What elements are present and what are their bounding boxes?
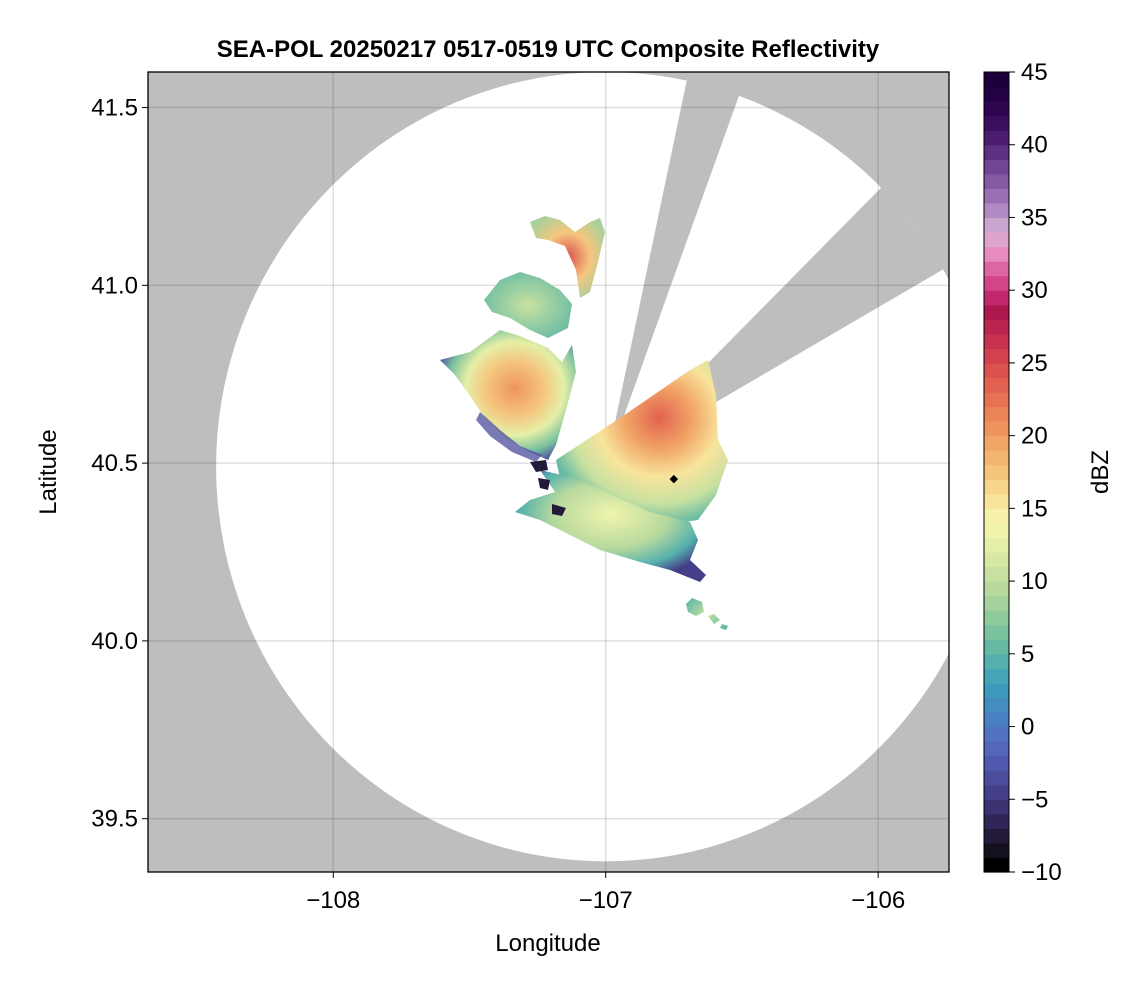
colorbar-tick-label: 10 [1021, 568, 1048, 595]
colorbar-tick-label: −10 [1021, 859, 1062, 886]
colorbar-bin [984, 173, 1009, 189]
colorbar-bin [984, 464, 1009, 480]
x-tick-label: −107 [579, 887, 633, 914]
colorbar-bin [984, 290, 1009, 306]
colorbar-tick-label: 15 [1021, 495, 1048, 522]
colorbar-bin [984, 508, 1009, 524]
colorbar-bin [984, 86, 1009, 102]
reflectivity-echoes [440, 216, 728, 630]
y-tick-label: 40.0 [91, 628, 138, 655]
colorbar-bin [984, 304, 1009, 320]
colorbar-tick-label: 35 [1021, 204, 1048, 231]
colorbar-bin [984, 144, 1009, 160]
colorbar-bin [984, 741, 1009, 757]
colorbar-tick-label: 25 [1021, 350, 1048, 377]
colorbar-bin [984, 639, 1009, 655]
colorbar-bin [984, 682, 1009, 699]
echo-region-northeast [556, 360, 728, 525]
colorbar-bin [984, 217, 1009, 233]
colorbar-bin [984, 755, 1009, 771]
x-tick-label: −106 [851, 887, 905, 914]
colorbar-bin [984, 450, 1009, 466]
colorbar-ticks: −10 −5 0 5 10 15 20 25 30 35 40 45 [1009, 59, 1062, 886]
colorbar-bin [984, 392, 1009, 408]
colorbar-label: dBZ [1087, 450, 1114, 494]
colorbar-bin [984, 566, 1009, 582]
colorbar-bin [984, 581, 1009, 597]
colorbar-bin [984, 348, 1009, 364]
colorbar-bin [984, 537, 1009, 553]
x-axis-label: Longitude [495, 930, 600, 957]
colorbar-bin [984, 406, 1009, 422]
echo-region-northwest-edge [476, 412, 542, 462]
y-tick-label: 40.5 [91, 450, 138, 477]
chart-title: SEA-POL 20250217 0517-0519 UTC Composite… [217, 36, 880, 63]
colorbar-bin [984, 232, 1009, 248]
colorbar-bin [984, 115, 1009, 131]
y-axis-label: Latitude [35, 429, 62, 514]
y-axis-ticks: 39.5 40.0 40.5 41.0 41.5 [91, 95, 148, 833]
colorbar-bin [984, 493, 1009, 509]
echo-region-north-green [484, 272, 572, 338]
colorbar-bin [984, 595, 1009, 611]
colorbar-bin [984, 726, 1009, 742]
colorbar-bin [984, 333, 1009, 349]
y-tick-label: 41.5 [91, 95, 138, 122]
colorbar-bin [984, 130, 1009, 146]
colorbar-bin [984, 799, 1009, 815]
colorbar-bin [984, 828, 1009, 844]
y-tick-label: 39.5 [91, 806, 138, 833]
radar-site-marker [669, 474, 679, 484]
echo-region-north-band [530, 216, 605, 298]
colorbar-bin [984, 188, 1009, 204]
colorbar-bin [984, 275, 1009, 291]
colorbar-bin [984, 261, 1009, 277]
colorbar-bin [984, 479, 1009, 495]
colorbar-bin [984, 377, 1009, 393]
colorbar-bin [984, 697, 1009, 713]
colorbar-bin [984, 712, 1009, 728]
colorbar-bin [984, 668, 1009, 684]
colorbar [984, 72, 1009, 873]
colorbar-bin [984, 522, 1009, 539]
y-tick-label: 41.0 [91, 272, 138, 299]
echo-region-dark-near-radar [530, 460, 566, 516]
colorbar-bin [984, 72, 1009, 88]
colorbar-bin [984, 246, 1009, 262]
colorbar-bin [984, 319, 1009, 335]
colorbar-tick-label: 40 [1021, 132, 1048, 159]
colorbar-tick-label: 5 [1021, 641, 1034, 668]
echo-region-northwest [440, 330, 576, 460]
colorbar-bin [984, 784, 1009, 800]
colorbar-bin [984, 421, 1009, 437]
x-tick-label: −108 [306, 887, 360, 914]
colorbar-frame [983, 71, 1010, 873]
plot-frame [147, 71, 950, 873]
echo-region-south-tail [515, 470, 706, 582]
x-axis-ticks: −108 −107 −106 [306, 872, 905, 914]
colorbar-bin [984, 552, 1009, 568]
colorbar-bin [984, 610, 1009, 626]
colorbar-bin [984, 101, 1009, 117]
colorbar-bin [984, 857, 1009, 873]
echo-region-southeast-speckles [686, 598, 728, 630]
colorbar-tick-label: −5 [1021, 786, 1048, 813]
colorbar-bin [984, 624, 1009, 640]
colorbar-tick-label: 20 [1021, 423, 1048, 450]
colorbar-bin [984, 435, 1009, 451]
colorbar-bin [984, 813, 1009, 829]
colorbar-bin [984, 842, 1009, 859]
colorbar-bin [984, 362, 1009, 379]
colorbar-bin [984, 159, 1009, 175]
colorbar-tick-label: 30 [1021, 277, 1048, 304]
colorbar-bin [984, 202, 1009, 219]
colorbar-bin [984, 770, 1009, 786]
colorbar-bin [984, 653, 1009, 669]
colorbar-tick-label: 0 [1021, 714, 1034, 741]
colorbar-tick-label: 45 [1021, 59, 1048, 86]
